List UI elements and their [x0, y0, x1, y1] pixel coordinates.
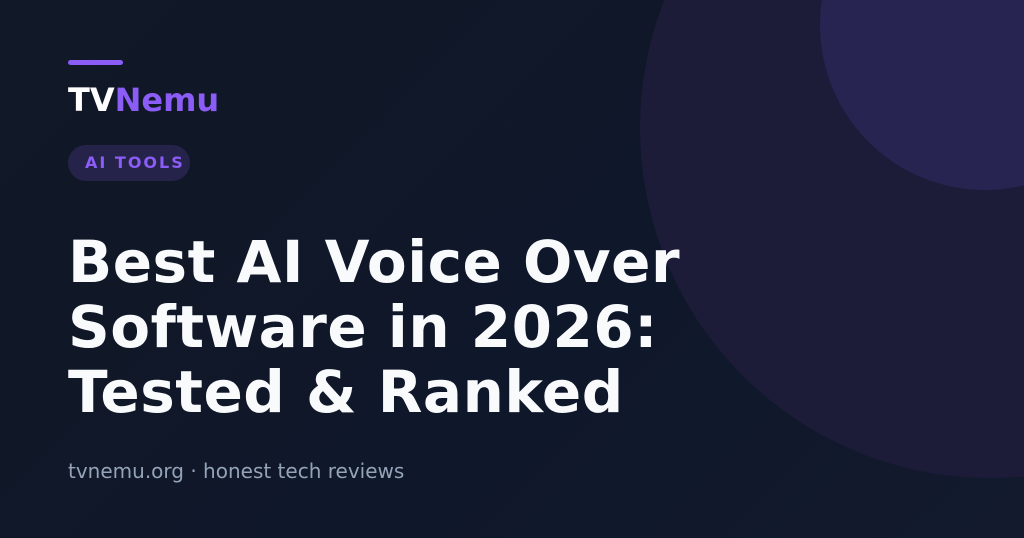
title-line: Software in 2026:: [68, 293, 658, 361]
accent-bar: [68, 60, 123, 65]
brand-part: Nemu: [114, 81, 220, 119]
brand-part: TV: [68, 81, 115, 119]
category-tag: AI TOOLS: [68, 145, 190, 181]
title-line: Tested & Ranked: [68, 358, 624, 426]
brand: TVNemu: [68, 80, 219, 120]
title-line: Best AI Voice Over: [68, 228, 681, 296]
title: Best AI Voice Over Software in 2026: Teste…: [68, 230, 680, 425]
footer: tvnemu.org · honest tech reviews: [68, 459, 405, 483]
